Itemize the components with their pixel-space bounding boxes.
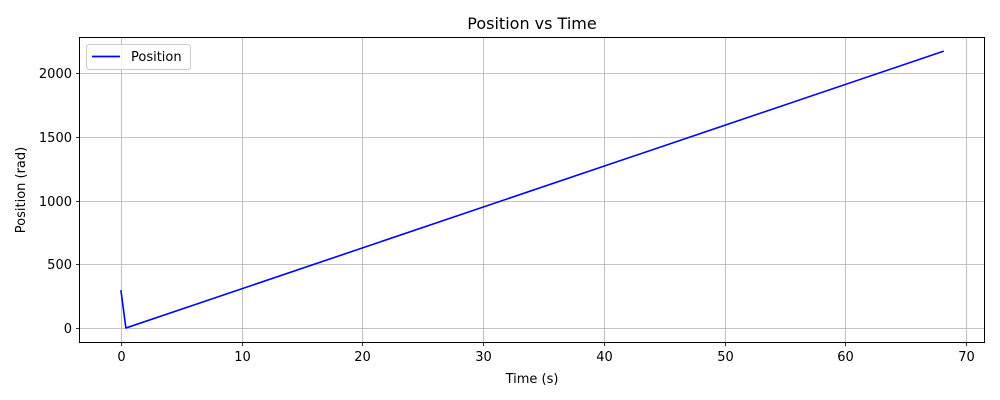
x-axis-title: Time (s) [505,372,559,387]
y-axis-title: Position (rad) [14,147,29,233]
x-tick-label: 40 [596,350,613,365]
legend-box [86,44,191,70]
y-tick-label: 1000 [39,195,72,210]
series-line-position [120,50,945,329]
x-tick-label: 30 [475,350,492,365]
y-tick-label: 2000 [39,67,72,82]
x-tick-label: 10 [234,350,251,365]
series-layer [120,50,945,329]
chart-title: Position vs Time [467,14,596,33]
grid-lines [80,38,984,342]
legend-label-position: Position [131,50,182,65]
y-tick-label: 0 [64,322,72,337]
legend: Position [86,44,191,70]
x-tick-label: 60 [837,350,854,365]
x-tick-label: 70 [958,350,975,365]
y-tick-label: 1500 [39,131,72,146]
x-tick-label: 20 [354,350,371,365]
plot-frame [79,37,985,343]
axis-ticks: 0 10 20 30 40 50 60 70 0 500 1000 1500 2000 [39,67,975,365]
x-tick-label: 0 [117,350,125,365]
y-tick-label: 500 [47,258,72,273]
x-tick-label: 50 [717,350,734,365]
